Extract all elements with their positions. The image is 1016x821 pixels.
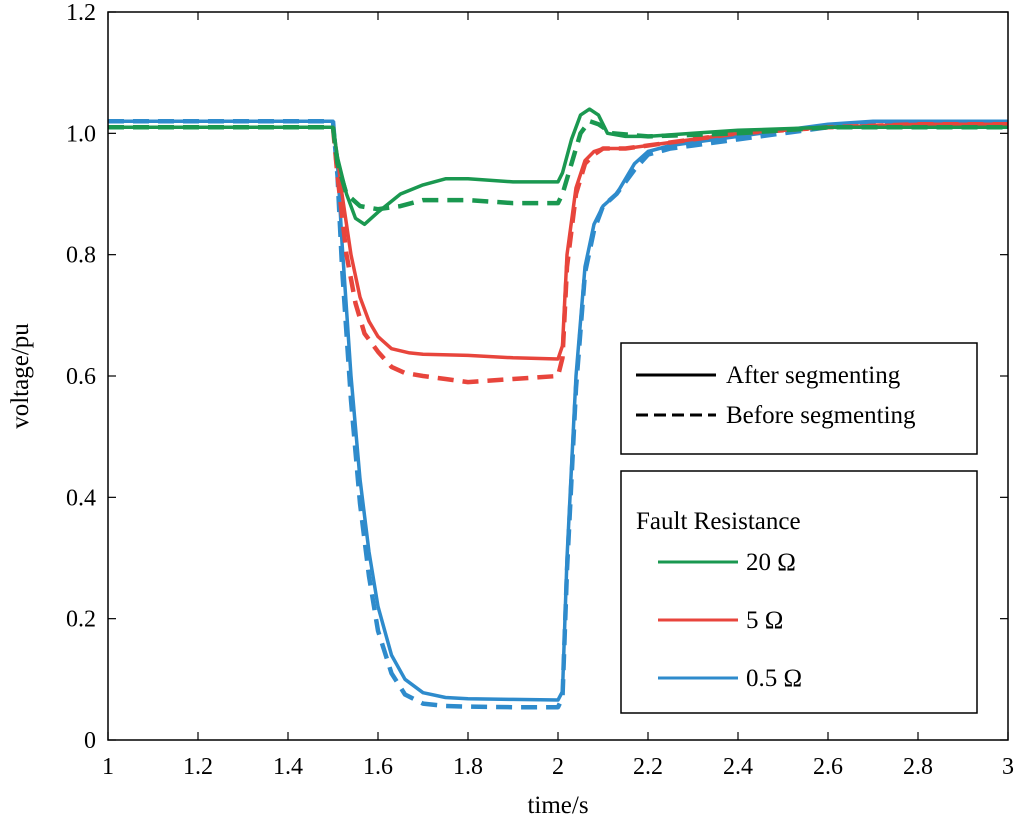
y-tick-label: 1.2	[66, 0, 96, 26]
x-tick-label: 1.4	[273, 754, 303, 780]
legend-solid-label: After segmenting	[726, 362, 901, 389]
axis-ticks: 1 1.2 1.4 1.6 1.8 2 2.2 2.4 2.6 2.8 3 0 0.2 0.4 0.6 0.8…	[66, 0, 1014, 780]
legend-fault-resistance: Fault Resistance 20 Ω 5 Ω 0.5 Ω	[620, 470, 978, 714]
y-tick-label: 0	[84, 728, 96, 754]
x-tick-label: 2	[552, 754, 564, 780]
series-line-20-ohm-dashed	[108, 118, 1008, 212]
series-line-5-ohm-dashed	[108, 121, 1008, 385]
x-tick-label: 2.2	[633, 754, 663, 780]
y-tick-label: 0.8	[66, 243, 96, 269]
legend-line-style-box	[620, 342, 978, 455]
x-tick-label: 1.8	[453, 754, 483, 780]
series-line-5-ohm-solid	[108, 122, 1008, 361]
legend-fault-resistance-title: Fault Resistance	[636, 508, 801, 535]
y-tick-label: 0.4	[66, 485, 96, 511]
legend-dashed-label: Before segmenting	[726, 402, 916, 429]
x-axis-label: time/s	[527, 792, 588, 819]
legend-20-ohm-label: 20 Ω	[746, 549, 796, 576]
legend-line-style: After segmenting Before segmenting	[620, 342, 978, 455]
legend-fault-resistance-box	[620, 470, 978, 714]
x-tick-label: 2.6	[813, 754, 843, 780]
y-tick-label: 0.6	[66, 364, 96, 390]
series-line-0-5-ohm-dashed	[108, 118, 1008, 710]
x-tick-label: 2.4	[723, 754, 753, 780]
y-axis-label: voltage/pu	[7, 323, 34, 429]
plot-lines	[108, 107, 1008, 710]
legend-5-ohm-label: 5 Ω	[746, 607, 783, 634]
legend-0-5-ohm-label: 0.5 Ω	[746, 665, 802, 692]
y-tick-label: 0.2	[66, 607, 96, 633]
x-tick-label: 2.8	[903, 754, 933, 780]
series-line-20-ohm-solid	[108, 107, 1008, 227]
x-tick-label: 1.6	[363, 754, 393, 780]
y-tick-label: 1.0	[66, 121, 96, 147]
x-tick-label: 1	[102, 754, 114, 780]
x-tick-label: 1.2	[183, 754, 213, 780]
x-tick-label: 3	[1002, 754, 1014, 780]
